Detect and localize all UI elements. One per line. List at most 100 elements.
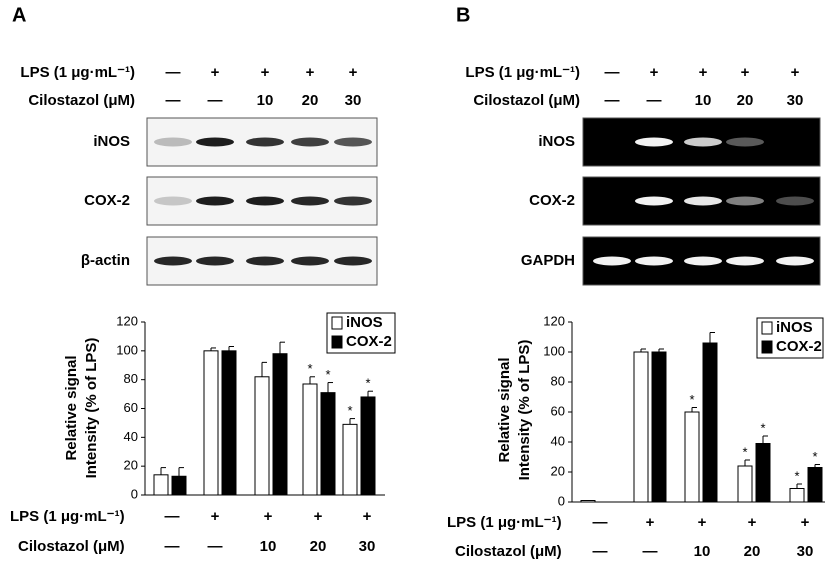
y-tick-label: 100	[543, 343, 565, 358]
bar	[221, 350, 237, 496]
x-row-value: +	[801, 514, 810, 531]
y-tick-label: 40	[124, 429, 138, 444]
band	[334, 256, 372, 266]
x-row-value: +	[363, 508, 372, 525]
band	[154, 137, 192, 147]
treatment-value: —	[647, 92, 662, 109]
treatment-value: —	[605, 92, 620, 109]
y-axis-label: Relative signal	[496, 357, 513, 462]
significance: *	[760, 420, 765, 435]
blot-label: β-actin	[81, 252, 130, 269]
treatment-label: LPS (1 μg·mL⁻¹)	[465, 64, 580, 81]
significance: *	[812, 449, 817, 464]
treatment-value: —	[605, 64, 620, 81]
y-axis-label: Intensity (% of LPS)	[83, 338, 100, 479]
band	[196, 256, 234, 266]
treatment-value: +	[699, 64, 708, 81]
y-tick-label: 100	[116, 342, 138, 357]
bar	[755, 443, 771, 503]
x-row-value: +	[314, 508, 323, 525]
x-row-value: 30	[359, 538, 376, 555]
y-tick-label: 60	[551, 403, 565, 418]
treatment-value: 30	[345, 92, 362, 109]
x-row-label: Cilostazol (μM)	[18, 538, 125, 555]
bar	[789, 488, 805, 503]
y-tick-label: 20	[551, 463, 565, 478]
blot-label: GAPDH	[521, 252, 575, 269]
significance: *	[347, 403, 352, 418]
band	[635, 196, 673, 206]
legend-swatch	[761, 321, 773, 335]
band	[196, 196, 234, 206]
y-tick-label: 40	[551, 433, 565, 448]
treatment-value: 10	[257, 92, 274, 109]
y-tick-label: 120	[543, 313, 565, 328]
x-row-value: +	[646, 514, 655, 531]
legend-swatch	[761, 340, 773, 354]
bar	[153, 474, 169, 496]
y-tick-label: 60	[124, 400, 138, 415]
significance: *	[307, 361, 312, 376]
blot-label: COX-2	[529, 192, 575, 209]
x-row-label: Cilostazol (μM)	[455, 543, 562, 560]
treatment-value: +	[261, 64, 270, 81]
x-row-value: +	[211, 508, 220, 525]
significance: *	[325, 367, 330, 382]
bar	[702, 342, 718, 503]
bar	[254, 376, 270, 496]
bar	[807, 467, 823, 503]
treatment-value: —	[208, 92, 223, 109]
bar	[272, 353, 288, 496]
bar	[360, 396, 376, 496]
treatment-value: +	[306, 64, 315, 81]
bar	[651, 351, 667, 503]
band	[196, 137, 234, 147]
x-row-value: —	[593, 514, 608, 531]
band	[684, 137, 722, 147]
band	[776, 256, 814, 266]
x-row-label: LPS (1 μg·mL⁻¹)	[10, 508, 125, 525]
treatment-value: +	[791, 64, 800, 81]
band	[154, 256, 192, 266]
bar	[320, 392, 336, 496]
legend-label: iNOS	[776, 319, 813, 336]
treatment-label: Cilostazol (μM)	[28, 92, 135, 109]
x-row-value: 10	[260, 538, 277, 555]
band	[291, 196, 329, 206]
band	[635, 137, 673, 147]
band	[684, 256, 722, 266]
band	[291, 137, 329, 147]
treatment-value: 10	[695, 92, 712, 109]
significance: *	[794, 468, 799, 483]
blot-label: iNOS	[538, 133, 575, 150]
blot-label: iNOS	[93, 133, 130, 150]
treatment-value: 30	[787, 92, 804, 109]
bar	[684, 411, 700, 503]
x-row-value: 30	[797, 543, 814, 560]
bar	[633, 351, 649, 503]
panel-label: A	[12, 4, 26, 26]
band	[246, 256, 284, 266]
treatment-value: —	[166, 92, 181, 109]
x-row-value: —	[593, 543, 608, 560]
band	[726, 256, 764, 266]
band	[334, 137, 372, 147]
y-tick-label: 20	[124, 458, 138, 473]
significance: *	[689, 392, 694, 407]
band	[726, 137, 764, 147]
band	[635, 256, 673, 266]
y-tick-label: 0	[131, 486, 138, 501]
treatment-label: LPS (1 μg·mL⁻¹)	[20, 64, 135, 81]
x-row-value: —	[165, 508, 180, 525]
treatment-value: 20	[302, 92, 319, 109]
bar	[342, 423, 358, 496]
panel-label: B	[456, 4, 470, 26]
y-axis-label: Intensity (% of LPS)	[516, 340, 533, 481]
treatment-value: 20	[737, 92, 754, 109]
x-row-value: —	[208, 538, 223, 555]
y-axis-label: Relative signal	[63, 355, 80, 460]
treatment-value: —	[166, 64, 181, 81]
band	[593, 256, 631, 266]
band	[726, 196, 764, 206]
y-tick-label: 0	[558, 493, 565, 508]
